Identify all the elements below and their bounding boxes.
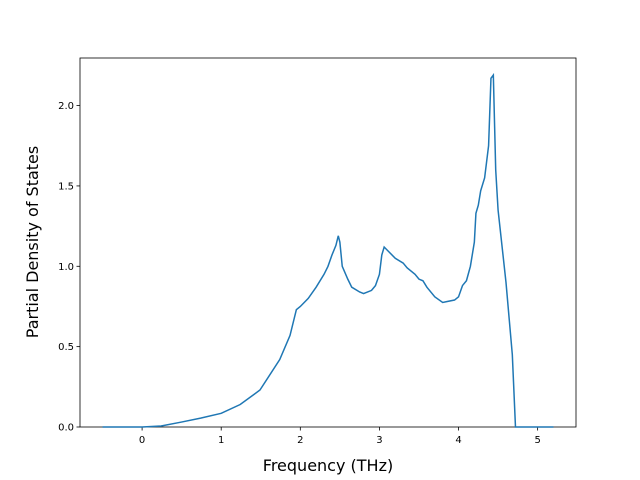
x-tick-label: 3: [376, 435, 382, 446]
y-tick-label: 1.0: [58, 262, 74, 273]
x-axis-label: Frequency (THz): [263, 456, 393, 475]
x-tick-label: 4: [455, 435, 461, 446]
y-tick-label: 2.0: [58, 101, 74, 112]
y-tick-label: 1.5: [58, 181, 74, 192]
x-tick-label: 0: [139, 435, 145, 446]
x-tick-label: 5: [534, 435, 540, 446]
y-tick-label: 0.5: [58, 342, 74, 353]
plot-frame: [79, 57, 577, 428]
x-tick-label: 2: [297, 435, 303, 446]
y-tick-label: 0.0: [58, 423, 74, 434]
y-axis-label: Partial Density of States: [23, 146, 42, 338]
data-line: [102, 72, 554, 428]
x-tick-label: 1: [218, 435, 224, 446]
